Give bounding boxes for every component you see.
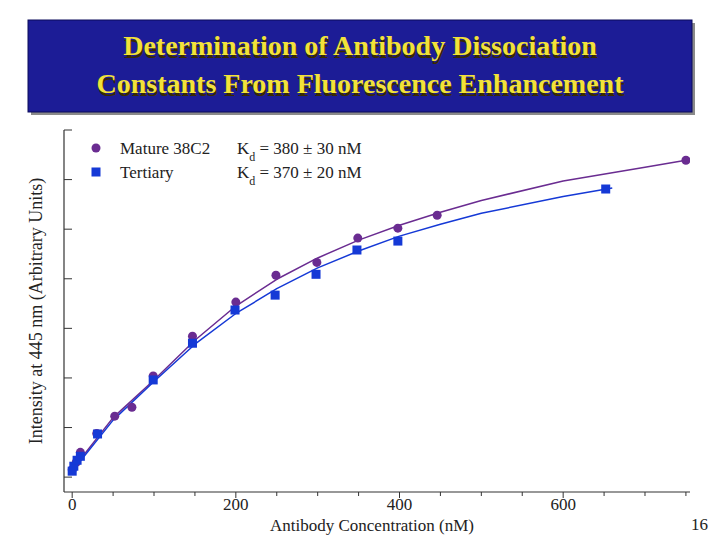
data-point: [149, 375, 158, 384]
title-box: [28, 20, 692, 112]
y-tick: [64, 427, 72, 428]
x-minor-tick: [522, 492, 523, 496]
title: Constants From Fluorescence Enhancement: [96, 68, 624, 99]
data-point: [393, 224, 402, 233]
x-tick-label: 400: [387, 495, 413, 514]
data-point: [127, 403, 136, 412]
x-minor-tick: [113, 492, 114, 496]
y-axis: [63, 130, 64, 492]
kd-part: = 380 ± 30 nM: [255, 139, 361, 158]
data-point: [93, 429, 102, 438]
data-point: [231, 306, 240, 315]
data-point: [76, 452, 85, 461]
kd-label: Kd = 380 ± 30 nM: [237, 139, 362, 164]
x-tick-label: 200: [223, 495, 249, 514]
x-minor-tick: [317, 492, 318, 496]
data-point: [433, 211, 442, 220]
kd-label: Kd = 370 ± 20 nM: [237, 163, 362, 188]
data-point: [110, 412, 119, 421]
data-point: [312, 270, 321, 279]
data-point: [92, 429, 101, 438]
x-axis-label: Antibody Concentration (nM): [270, 516, 474, 535]
y-tick: [64, 377, 72, 378]
data-point: [312, 258, 321, 267]
y-tick: [64, 328, 72, 329]
data-point: [393, 237, 402, 246]
x-minor-tick: [604, 492, 605, 496]
x-minor-tick: [440, 492, 441, 496]
title-shadow: [31, 23, 695, 115]
data-point: [231, 298, 240, 307]
y-tick: [64, 229, 72, 230]
data-point: [353, 234, 362, 243]
x-minor-tick: [194, 492, 195, 496]
y-axis-label: Intensity at 445 nm (Arbitrary Units): [26, 178, 47, 444]
legend-marker: [92, 168, 101, 177]
page-number: 16: [691, 515, 708, 534]
x-minor-tick: [358, 492, 359, 496]
y-tick: [64, 179, 72, 180]
kd-part: = 370 ± 20 nM: [255, 163, 361, 182]
x-minor-tick: [154, 492, 155, 496]
legend-marker: [92, 144, 101, 153]
x-tick-label: 600: [550, 495, 576, 514]
data-point: [352, 246, 361, 255]
slide: Determination of Antibody DissociationDe…: [0, 0, 720, 540]
data-point: [188, 339, 197, 348]
x-minor-tick: [276, 492, 277, 496]
y-tick: [64, 278, 72, 279]
fit-line: [72, 160, 686, 469]
x-axis: [64, 491, 690, 492]
background: [0, 0, 720, 540]
data-point: [271, 291, 280, 300]
fit-line: [72, 188, 612, 471]
legend-label: Tertiary: [120, 163, 174, 182]
x-minor-tick: [481, 492, 482, 496]
y-tick: [64, 130, 72, 131]
kd-part: K: [237, 163, 250, 182]
legend-label: Mature 38C2: [120, 139, 210, 158]
data-point: [271, 271, 280, 280]
x-minor-tick: [644, 492, 645, 496]
data-point: [601, 185, 610, 194]
x-minor-tick: [685, 492, 686, 496]
title: Determination of Antibody Dissociation: [123, 30, 597, 61]
data-point: [681, 156, 690, 165]
y-tick: [64, 477, 72, 478]
x-tick-label: 0: [68, 495, 77, 514]
kd-part: K: [237, 139, 250, 158]
plot-area: [68, 156, 690, 476]
